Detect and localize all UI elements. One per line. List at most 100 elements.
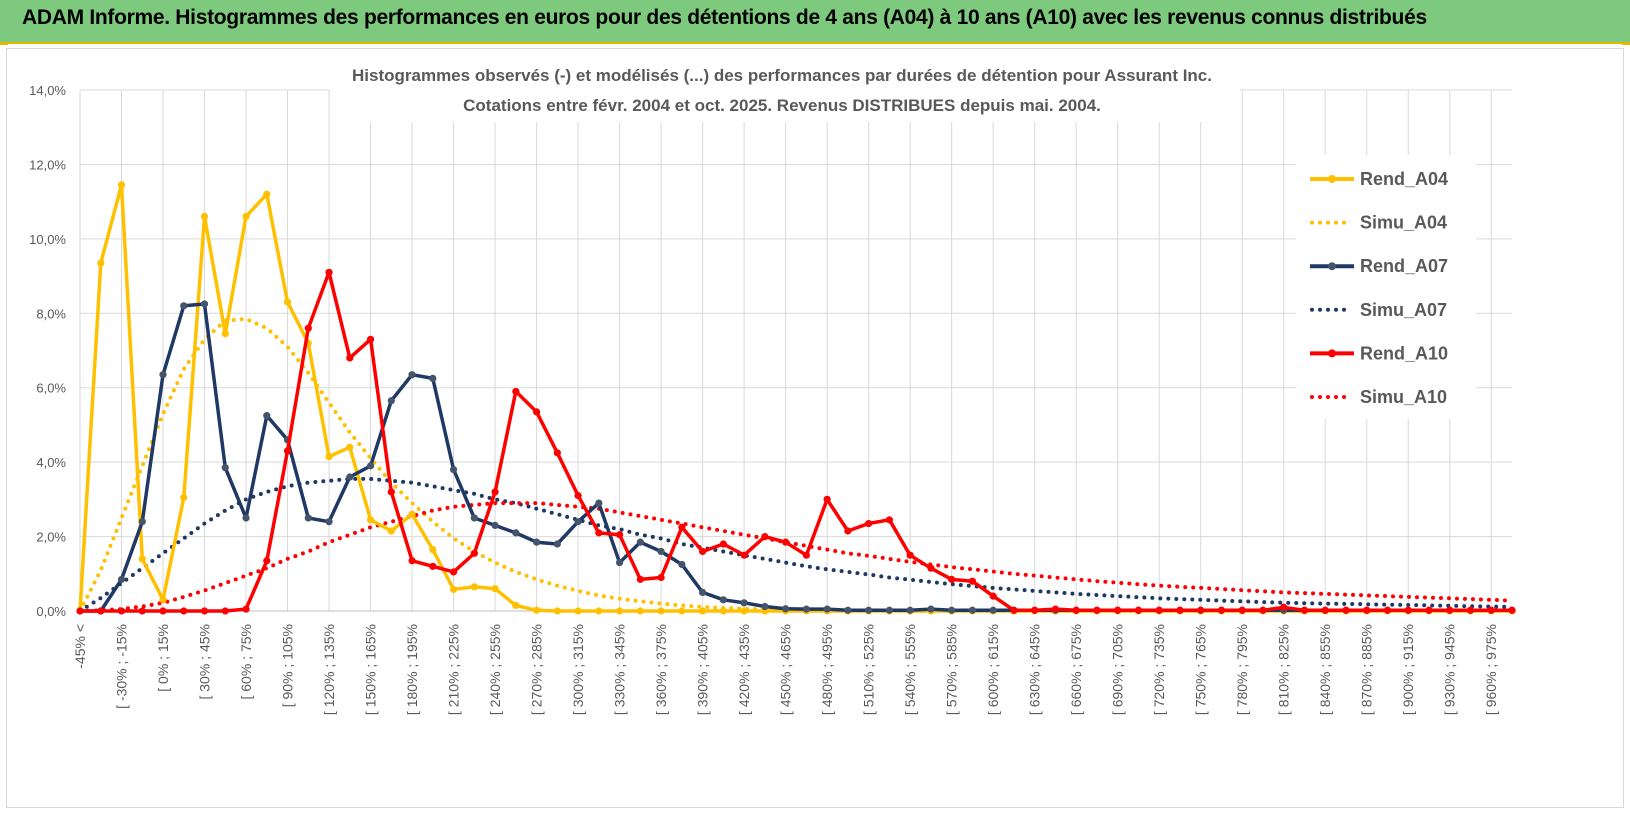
y-tick-label: 12,0% (29, 157, 66, 172)
header-corner-left (0, 42, 8, 45)
data-point (429, 374, 437, 383)
data-point (719, 540, 727, 548)
series-line (78, 501, 1514, 613)
data-point (657, 607, 665, 615)
data-point (1176, 606, 1184, 614)
data-point (117, 181, 126, 189)
data-point (180, 607, 188, 615)
data-point (989, 592, 997, 600)
data-point (823, 605, 831, 613)
data-point (242, 514, 250, 522)
series-simu-a10 (78, 501, 1514, 613)
legend-label: Rend_A10 (1360, 343, 1448, 363)
chart-title-line-1: Histogrammes observés (-) et modélisés (… (352, 66, 1212, 85)
data-point (283, 298, 292, 306)
data-point (97, 259, 105, 267)
data-point (595, 529, 603, 537)
x-tick-label: [ 960% ; 975% (1483, 624, 1499, 715)
data-point (159, 371, 167, 379)
x-tick-label: [ 90% ; 105% (280, 624, 296, 707)
data-point (1487, 606, 1495, 614)
y-tick-label: 10,0% (29, 232, 66, 247)
data-point (1134, 606, 1143, 614)
data-point (823, 495, 831, 503)
data-point (1051, 605, 1060, 613)
data-point (1342, 606, 1350, 614)
x-tick-label: [ 780% ; 795% (1234, 624, 1250, 715)
data-point (553, 449, 561, 457)
data-point (532, 408, 541, 416)
data-point (221, 330, 229, 338)
data-point (553, 540, 561, 548)
chart-title-line-2: Cotations entre févr. 2004 et oct. 2025.… (463, 96, 1101, 115)
data-point (927, 605, 935, 613)
data-point (740, 599, 748, 607)
data-point (387, 488, 395, 496)
data-point (429, 545, 437, 554)
data-point (221, 607, 229, 615)
x-tick-label: [ 480% ; 495% (819, 624, 835, 715)
data-point (138, 607, 146, 615)
x-tick-label: [ 360% ; 375% (653, 624, 669, 715)
data-point (346, 443, 354, 451)
data-point (512, 529, 520, 537)
series-simu-a07 (78, 476, 1514, 613)
data-point (740, 551, 748, 559)
x-tick-label: [ 810% ; 825% (1276, 624, 1292, 715)
x-tick-label: [ 240% ; 255% (487, 624, 503, 715)
x-tick-label: [ 840% ; 855% (1317, 624, 1333, 715)
x-tick-label: [ 540% ; 555% (902, 624, 918, 715)
x-tick-label: [ 600% ; 615% (985, 624, 1001, 715)
data-point (408, 371, 416, 379)
data-point (1238, 606, 1246, 614)
data-point (366, 335, 375, 343)
data-point (761, 532, 769, 541)
data-point (636, 538, 644, 546)
data-point (1197, 606, 1205, 614)
data-point (699, 547, 707, 556)
data-point (927, 564, 935, 572)
data-point (304, 514, 312, 522)
x-tick-label: [ -30% ; -15% (114, 624, 130, 709)
data-point (574, 492, 582, 500)
legend-label: Simu_A04 (1360, 213, 1447, 233)
x-tick-label: [ 750% ; 765% (1193, 624, 1209, 715)
x-tick-label: [ 390% ; 405% (695, 624, 711, 715)
legend-item: Rend_A07 (1310, 256, 1448, 276)
data-point (325, 452, 333, 461)
data-point (491, 585, 499, 593)
data-point (449, 585, 458, 594)
x-tick-label: -45% < (72, 624, 88, 669)
data-point (159, 596, 167, 604)
header-corner-right (1622, 42, 1630, 45)
x-tick-label: [ 420% ; 435% (736, 624, 752, 715)
data-point (968, 577, 977, 585)
x-tick-label: [ 870% ; 885% (1359, 624, 1375, 715)
legend-item: Rend_A10 (1310, 343, 1448, 363)
data-point (1383, 606, 1392, 614)
data-point (865, 519, 873, 528)
data-point (574, 607, 582, 615)
data-point (263, 557, 271, 565)
data-point (304, 324, 312, 332)
legend-background (1296, 155, 1476, 419)
data-point (657, 547, 665, 556)
data-point (263, 412, 271, 420)
x-tick-label: [ 330% ; 345% (612, 624, 628, 715)
data-point (802, 605, 810, 613)
data-point (470, 549, 478, 557)
data-point (595, 499, 603, 507)
data-point (989, 606, 997, 614)
legend-item: Simu_A07 (1310, 300, 1447, 320)
chart-frame (6, 48, 1624, 808)
x-tick-label: [ 570% ; 585% (944, 624, 960, 715)
data-point (491, 521, 499, 530)
x-tick-label: [ 690% ; 705% (1110, 624, 1126, 715)
data-point (200, 212, 209, 221)
data-point (1155, 606, 1163, 614)
series-line (78, 476, 1514, 613)
data-point (1300, 606, 1309, 614)
header-bar: ADAM Informe. Histogrammes des performan… (0, 0, 1630, 44)
data-point (1508, 606, 1516, 614)
data-point (346, 354, 354, 362)
